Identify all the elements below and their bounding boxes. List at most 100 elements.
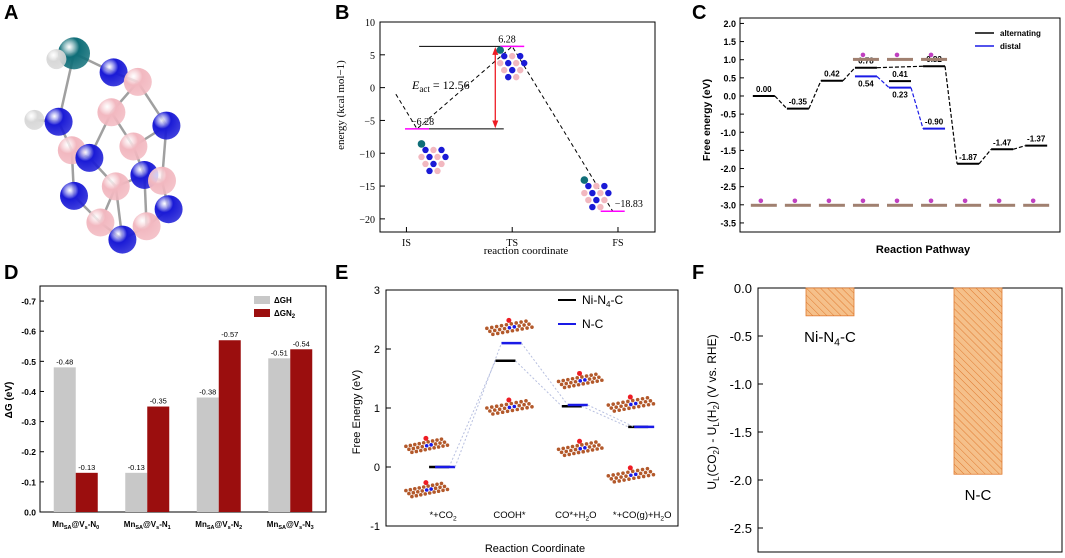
f-ylabel: UL(CO2) - UL(H2) (V vs. RHE) xyxy=(705,334,721,489)
b-cluster-is-atom-2 xyxy=(438,146,445,154)
c-value-label-3: 0.78 xyxy=(858,57,874,66)
d-category-label-0: MnSA@Vs-N0 xyxy=(52,520,99,531)
b-xlabel: reaction coordinate xyxy=(484,245,569,257)
d-cat-2-mid: @V xyxy=(214,520,228,529)
b-cluster-fs-atom-11 xyxy=(597,203,604,211)
e-slab-4-atom-1-1 xyxy=(492,408,497,412)
c-connector-0-2 xyxy=(808,80,822,109)
atom-n-9 xyxy=(75,143,104,172)
e-slab-8-atom-2-5 xyxy=(636,475,641,480)
e-slab-8-atom-2-3 xyxy=(627,477,631,481)
e-slab-3-atom-2-7 xyxy=(525,326,529,330)
d-cat-0-post: -N xyxy=(88,520,97,529)
e-slab-8-atom-1-5 xyxy=(633,472,638,477)
atom-b-17 xyxy=(132,212,161,241)
d-bar-2-0 xyxy=(196,397,219,512)
c-ylabel: Free energy (eV) xyxy=(701,79,713,161)
d-ytick-label-6: -0.1 xyxy=(21,477,36,487)
b-cluster-ts-metal-atom xyxy=(496,46,505,54)
e-slab-1-atom-0-8 xyxy=(439,437,444,441)
c-connector-0-7 xyxy=(1012,145,1026,150)
e-slab-5-atom-0-2 xyxy=(566,377,570,382)
b-cluster-is-atom-3 xyxy=(418,153,425,161)
e-slab-8-atom-1-6 xyxy=(638,471,643,476)
e-slab-4-adsorbate xyxy=(506,397,512,403)
e-slab-2-atom-1-7 xyxy=(438,485,442,490)
e-slab-7-atom-1-1 xyxy=(614,405,619,409)
b-cluster-ts-atom-2 xyxy=(517,52,524,60)
f-bar-label-0-sub: 4 xyxy=(834,337,840,349)
c-ytick-label-7: -1.5 xyxy=(720,146,736,156)
d-cat-2-sub1: SA xyxy=(207,525,215,531)
e-slab-8-atom-0-6 xyxy=(635,468,640,473)
b-frame xyxy=(379,21,656,233)
d-legend-gh: ΔGH xyxy=(274,296,292,305)
d-ytick-label-0: -0.7 xyxy=(21,297,36,307)
c-ytick-label-1: 1.5 xyxy=(723,37,736,47)
e-slab-7-atom-2-8 xyxy=(651,402,656,406)
e-category-label-1-main: COOH* xyxy=(493,510,526,521)
e-slab-8-atom-2-4 xyxy=(632,476,636,481)
e-slab-2-atom-0-6 xyxy=(430,483,435,487)
c-slab-atom-4 xyxy=(894,198,900,204)
e-slab-6-atom-0-7 xyxy=(589,441,594,445)
e-slab-8 xyxy=(606,465,656,484)
e-slab-5-atom-1-7 xyxy=(592,376,597,380)
e-slab-4-atom-0-3 xyxy=(499,403,504,408)
b-cluster-is-atom-5 xyxy=(434,153,441,161)
e-slab-7-atom-1-0 xyxy=(609,406,614,410)
c-xlabel: Reaction Pathway xyxy=(876,244,971,256)
b-cluster-fs-atom-5 xyxy=(597,189,604,197)
c-ytick-label-5: -0.5 xyxy=(720,110,736,120)
e-category-label-2-main: CO*+H xyxy=(555,510,585,521)
e-slab-1-atom-2-3 xyxy=(423,447,428,452)
panel-c-free-energy: Free energy (eV) Reaction Pathway altern… xyxy=(688,0,1065,258)
e-slab-4 xyxy=(485,397,534,416)
b-ytick-label-5: −15 xyxy=(359,182,375,193)
e-slab-2-atom-1-6 xyxy=(433,486,438,490)
b-cluster-is-atom-10 xyxy=(426,167,433,175)
b-ytick-label-3: −5 xyxy=(364,116,375,127)
panel-b-energy-profile: energy (kcal mol−1) reaction coordinate … xyxy=(330,0,688,258)
e-slab-6-atom-1-6 xyxy=(587,445,592,449)
e-category-label-2: CO*+H2O xyxy=(555,510,596,522)
e-connector-0-1 xyxy=(448,360,496,468)
e-slab-2-atom-1-0 xyxy=(407,491,411,496)
c-slab-7 xyxy=(989,203,1016,207)
e-slab-4-atom-1-3 xyxy=(502,406,507,411)
b-cluster-is-atom-1 xyxy=(430,146,437,154)
f-frame xyxy=(757,287,1063,553)
b-ytick-label-1: 5 xyxy=(370,51,375,62)
atom-b-14 xyxy=(148,166,176,195)
e-slab-1-atom-1-4 xyxy=(424,443,429,448)
e-slab-3-atom-1-8 xyxy=(527,322,531,326)
e-category-label-1: COOH* xyxy=(493,510,526,521)
atom-n-18 xyxy=(108,225,137,254)
e-slab-4-atom-0-6 xyxy=(514,400,519,405)
c-connector-0-5 xyxy=(944,66,958,164)
e-slab-2-atom-0-0 xyxy=(404,488,408,493)
e-slab-7-atom-0-1 xyxy=(611,402,616,406)
e-ytick-label-4: -1 xyxy=(370,521,380,533)
c-slab-atom-7 xyxy=(996,198,1002,204)
d-cat-3-sub1: SA xyxy=(278,525,286,531)
e-slab-7 xyxy=(606,394,656,413)
f-ytick-label-2: -1.0 xyxy=(730,377,752,392)
panel-d-bar-chart: ΔG (eV) ΔGH ΔGN2 -0.7 -0.6 -0.5 -0.4 -0.3 -0.… xyxy=(0,262,330,558)
c-top-slab-atom-0 xyxy=(860,52,866,58)
b-cluster-is-atom-8 xyxy=(430,160,437,168)
e-slab-5-atom-2-1 xyxy=(567,384,572,389)
e-slab-8-atom-1-7 xyxy=(643,470,648,475)
e-slab-1-atom-1-7 xyxy=(438,441,442,445)
e-slab-4-atom-0-7 xyxy=(519,399,523,404)
free-energy-pathway-chart: Free energy (eV) Reaction Pathway altern… xyxy=(701,17,1061,256)
c-slab-atom-6 xyxy=(962,198,968,204)
e-slab-1-atom-0-0 xyxy=(404,444,408,449)
e-category-label-3: *+CO(g)+H2O xyxy=(613,510,672,522)
e-slab-4-atom-2-6 xyxy=(520,406,525,411)
c-connector-1-2 xyxy=(910,87,924,129)
d-cat-1-sub1: SA xyxy=(135,525,143,531)
e-slab-4-atom-2-0 xyxy=(491,412,495,416)
e-slab-3-atom-2-4 xyxy=(510,328,515,333)
atom-h-1 xyxy=(46,49,67,70)
